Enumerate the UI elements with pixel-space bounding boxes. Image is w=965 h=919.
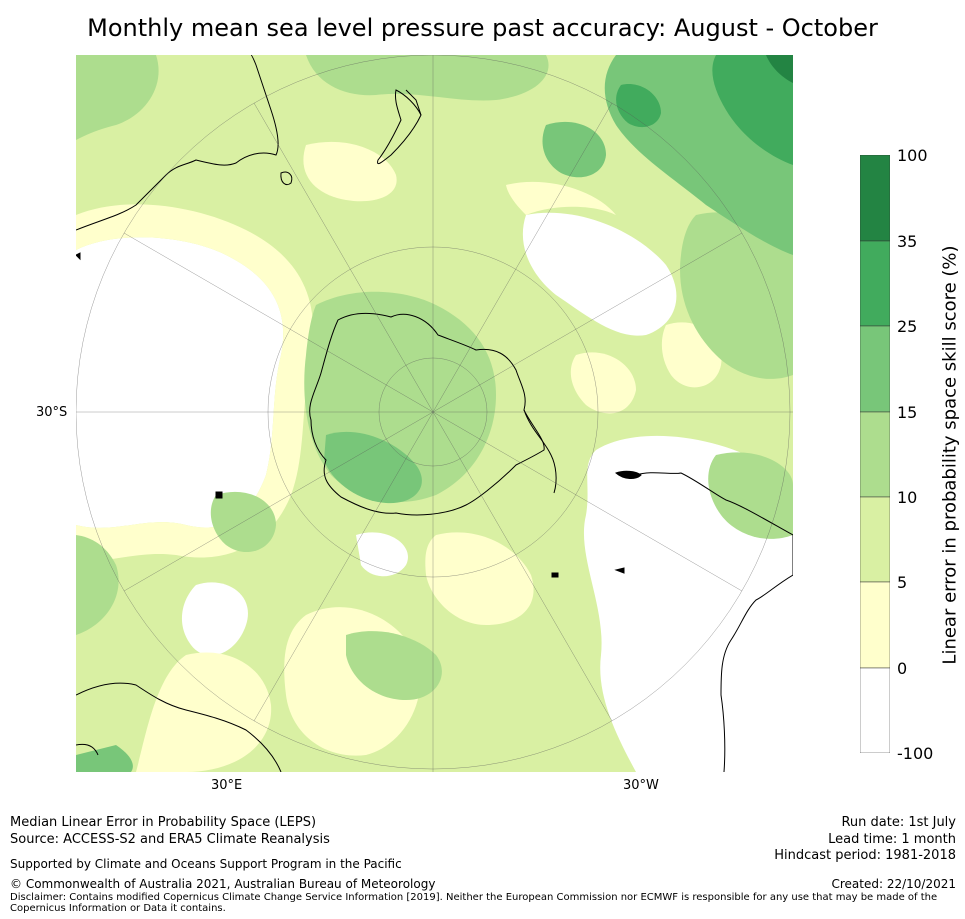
footer-copyright: © Commonwealth of Australia 2021, Austra… bbox=[10, 877, 436, 891]
cb-tick-10: 10 bbox=[897, 488, 918, 507]
cb-tick-35: 35 bbox=[897, 232, 918, 251]
bin-neg100-0 bbox=[859, 667, 891, 754]
bin-5-10 bbox=[859, 496, 891, 583]
cb-tick-15: 15 bbox=[897, 403, 918, 422]
graticule bbox=[76, 55, 793, 772]
cb-tick-0: 0 bbox=[897, 659, 908, 678]
bin-10-15 bbox=[859, 411, 891, 498]
lat-label-30s: 30°S bbox=[36, 405, 68, 420]
created-date: Created: 22/10/2021 bbox=[831, 877, 956, 891]
footer-source: Source: ACCESS-S2 and ERA5 Climate Reana… bbox=[10, 832, 330, 847]
cb-tick-5: 5 bbox=[897, 573, 908, 592]
lon-label-30w: 30°W bbox=[623, 778, 659, 793]
footer-method: Median Linear Error in Probability Space… bbox=[10, 815, 317, 830]
lead-time: Lead time: 1 month bbox=[828, 832, 956, 847]
map-canvas bbox=[76, 55, 793, 772]
polar-map bbox=[76, 55, 793, 772]
bin-25-35 bbox=[859, 240, 891, 327]
footer-disclaimer: Disclaimer: Contains modified Copernicus… bbox=[10, 892, 938, 914]
footer-support: Supported by Climate and Oceans Support … bbox=[10, 857, 402, 871]
coastlines bbox=[76, 55, 793, 772]
colorbar-title: Linear error in probability space skill … bbox=[939, 245, 961, 665]
hindcast-period: Hindcast period: 1981-2018 bbox=[774, 848, 956, 863]
skill-fields bbox=[76, 55, 793, 772]
bin-35-100 bbox=[859, 154, 891, 242]
bin-0-5 bbox=[859, 581, 891, 669]
cb-tick-25: 25 bbox=[897, 317, 918, 336]
lon-label-30e: 30°E bbox=[211, 778, 243, 793]
page-title: Monthly mean sea level pressure past acc… bbox=[87, 14, 878, 42]
colorbar-swatches bbox=[859, 154, 891, 754]
cb-tick-neg100: -100 bbox=[897, 744, 934, 763]
cb-tick-100: 100 bbox=[897, 146, 928, 165]
run-date: Run date: 1st July bbox=[841, 815, 956, 830]
bin-15-25 bbox=[859, 325, 891, 413]
colorbar bbox=[859, 154, 891, 754]
